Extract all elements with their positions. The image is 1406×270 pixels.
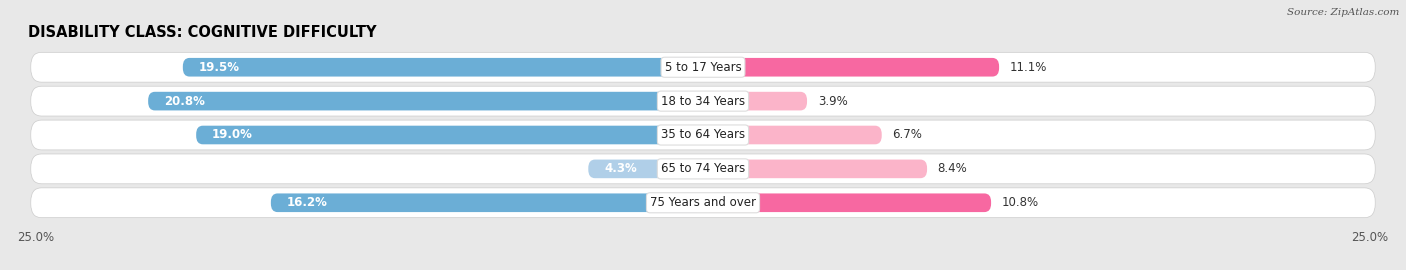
- FancyBboxPatch shape: [703, 160, 927, 178]
- Text: 20.8%: 20.8%: [165, 94, 205, 108]
- FancyBboxPatch shape: [197, 126, 703, 144]
- Text: 75 Years and over: 75 Years and over: [650, 196, 756, 209]
- FancyBboxPatch shape: [703, 92, 807, 110]
- Text: 10.8%: 10.8%: [1001, 196, 1039, 209]
- Text: 8.4%: 8.4%: [938, 162, 967, 176]
- Text: 16.2%: 16.2%: [287, 196, 328, 209]
- Text: 4.3%: 4.3%: [605, 162, 637, 176]
- FancyBboxPatch shape: [588, 160, 703, 178]
- FancyBboxPatch shape: [31, 188, 1375, 218]
- Text: 35 to 64 Years: 35 to 64 Years: [661, 129, 745, 141]
- FancyBboxPatch shape: [31, 86, 1375, 116]
- Text: 3.9%: 3.9%: [818, 94, 848, 108]
- Text: 65 to 74 Years: 65 to 74 Years: [661, 162, 745, 176]
- FancyBboxPatch shape: [31, 120, 1375, 150]
- Text: 19.5%: 19.5%: [198, 61, 240, 74]
- FancyBboxPatch shape: [703, 58, 1000, 77]
- Text: 18 to 34 Years: 18 to 34 Years: [661, 94, 745, 108]
- Text: 6.7%: 6.7%: [893, 129, 922, 141]
- Text: 5 to 17 Years: 5 to 17 Years: [665, 61, 741, 74]
- Text: 11.1%: 11.1%: [1010, 61, 1047, 74]
- FancyBboxPatch shape: [271, 193, 703, 212]
- FancyBboxPatch shape: [31, 52, 1375, 82]
- FancyBboxPatch shape: [703, 193, 991, 212]
- Text: Source: ZipAtlas.com: Source: ZipAtlas.com: [1286, 8, 1399, 17]
- Text: 19.0%: 19.0%: [212, 129, 253, 141]
- Text: DISABILITY CLASS: COGNITIVE DIFFICULTY: DISABILITY CLASS: COGNITIVE DIFFICULTY: [28, 25, 377, 40]
- FancyBboxPatch shape: [148, 92, 703, 110]
- FancyBboxPatch shape: [31, 154, 1375, 184]
- FancyBboxPatch shape: [183, 58, 703, 77]
- FancyBboxPatch shape: [703, 126, 882, 144]
